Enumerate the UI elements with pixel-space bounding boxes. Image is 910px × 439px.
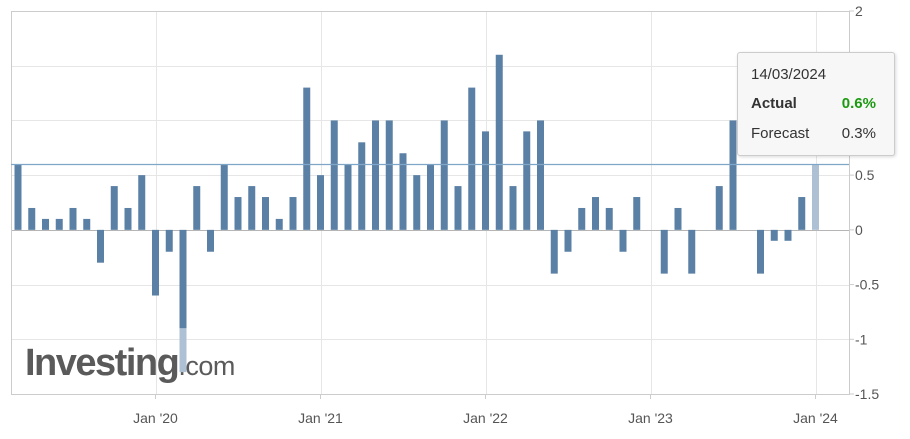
bar[interactable] [674, 207, 682, 230]
bar[interactable] [344, 164, 352, 230]
bars [14, 54, 819, 373]
bar[interactable] [385, 120, 393, 230]
bar[interactable] [399, 153, 407, 230]
bar[interactable] [468, 87, 476, 230]
bar[interactable] [660, 229, 668, 274]
y-tick-label: 0 [855, 222, 863, 238]
bar[interactable] [220, 164, 228, 230]
bar[interactable] [812, 164, 819, 230]
bar[interactable] [55, 218, 63, 230]
tooltip-forecast-value: 0.3% [841, 125, 876, 142]
x-tick-label: Jan '20 [133, 410, 178, 426]
bar[interactable] [234, 197, 242, 230]
investing-logo[interactable]: Investing.com [25, 342, 235, 392]
bar[interactable] [179, 229, 187, 329]
bar[interactable] [262, 197, 269, 230]
bar[interactable] [330, 120, 338, 230]
bar[interactable] [42, 218, 49, 230]
bar[interactable] [798, 197, 806, 230]
bar[interactable] [28, 207, 36, 230]
bar[interactable] [317, 175, 324, 230]
bar[interactable] [619, 229, 627, 252]
bar[interactable] [110, 186, 118, 230]
bar[interactable] [193, 186, 201, 230]
y-tick-label: 0.5 [855, 167, 875, 183]
bar[interactable] [14, 164, 22, 230]
bar[interactable] [427, 164, 434, 230]
bar[interactable] [207, 229, 214, 252]
bar[interactable] [537, 120, 544, 230]
bar[interactable] [633, 197, 641, 230]
bar[interactable] [165, 229, 173, 252]
bar[interactable] [757, 229, 764, 274]
bar[interactable] [275, 218, 283, 230]
bar[interactable] [83, 218, 91, 230]
bar[interactable] [688, 229, 696, 274]
bar[interactable] [578, 207, 586, 230]
x-tick-label: Jan '22 [463, 410, 508, 426]
bar[interactable] [303, 87, 311, 230]
bar[interactable] [372, 120, 379, 230]
bar[interactable] [495, 54, 503, 230]
x-tick-label: Jan '21 [298, 410, 343, 426]
bar[interactable] [509, 186, 517, 230]
bar[interactable] [605, 207, 613, 230]
bar[interactable] [289, 197, 297, 230]
bar[interactable] [152, 229, 159, 296]
bar[interactable] [124, 207, 132, 230]
bar[interactable] [454, 186, 462, 230]
tooltip-actual-value: 0.6% [841, 95, 876, 112]
x-tick-labels: Jan '20 Jan '21 Jan '22 Jan '23 Jan '24 [133, 394, 838, 426]
y-tick-label: -0.5 [855, 277, 879, 293]
bar[interactable] [440, 120, 448, 230]
bar[interactable] [358, 142, 366, 230]
bar[interactable] [784, 229, 792, 241]
y-tick-labels: -1.5 -1 -0.5 0 0.5 2 [849, 3, 879, 402]
bar[interactable] [138, 175, 146, 230]
y-tick-label: -1 [855, 331, 868, 347]
bar[interactable] [69, 207, 77, 230]
bar[interactable] [482, 131, 489, 230]
bar[interactable] [248, 186, 256, 230]
bar[interactable] [550, 229, 558, 274]
bar[interactable] [729, 120, 737, 230]
bar[interactable] [564, 229, 572, 252]
bar[interactable] [97, 229, 104, 263]
x-tick-label: Jan '23 [628, 410, 673, 426]
tooltip-date: 14/03/2024 [751, 66, 827, 83]
data-tooltip: 14/03/2024 Actual 0.6% Forecast 0.3% [737, 52, 895, 156]
bar-faded-part [179, 328, 187, 373]
x-tick-label: Jan '24 [793, 410, 838, 426]
bar[interactable] [592, 197, 599, 230]
logo-suffix-text: .com [178, 351, 235, 381]
y-tick-label: 2 [855, 3, 863, 19]
y-tick-label: -1.5 [855, 386, 879, 402]
bar[interactable] [770, 229, 778, 241]
bar[interactable] [715, 186, 723, 230]
logo-main-text: Investing [25, 342, 180, 384]
tooltip-forecast-label: Forecast [751, 125, 810, 142]
bar[interactable] [523, 131, 531, 230]
tooltip-actual-label: Actual [751, 95, 797, 112]
bar[interactable] [413, 175, 421, 230]
